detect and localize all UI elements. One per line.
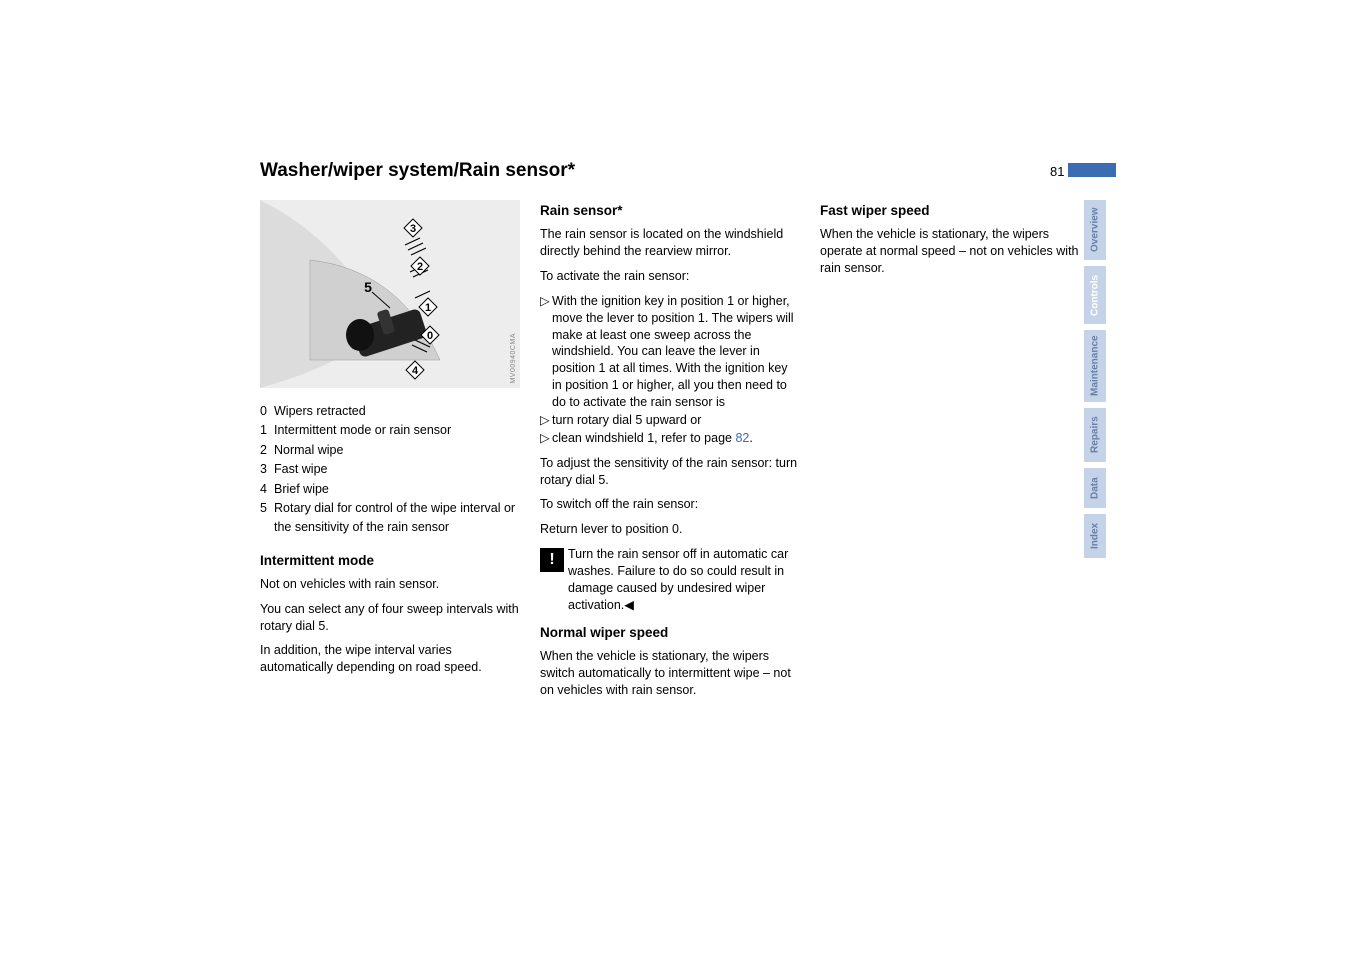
heading-intermittent: Intermittent mode (260, 552, 520, 570)
warning-text: Turn the rain sensor off in automatic ca… (568, 546, 800, 614)
para: To activate the rain sensor: (540, 268, 800, 285)
text: . (749, 431, 752, 445)
legend-text: Intermittent mode or rain sensor (274, 421, 520, 440)
diagram-code: MV00940CMA (509, 333, 518, 384)
legend-list: 0Wipers retracted 1Intermittent mode or … (260, 402, 520, 538)
bullet-text: clean windshield 1, refer to page 82. (552, 430, 800, 447)
legend-num: 5 (260, 499, 274, 538)
column-1: 3 2 1 0 4 5 MV00940CMA 0Wipers retracted… (260, 200, 520, 707)
legend-num: 4 (260, 480, 274, 499)
para: To switch off the rain sensor: (540, 496, 800, 513)
legend-item: 3Fast wipe (260, 460, 520, 479)
list-item: ▷With the ignition key in position 1 or … (540, 293, 800, 411)
svg-text:5: 5 (364, 279, 372, 295)
tab-controls[interactable]: Controls (1084, 266, 1106, 324)
warning-icon: ! (540, 548, 564, 572)
legend-text: Wipers retracted (274, 402, 520, 421)
legend-text: Fast wipe (274, 460, 520, 479)
end-mark-icon: ◀ (624, 597, 634, 614)
para: To adjust the sensitivity of the rain se… (540, 455, 800, 489)
heading-fast-speed: Fast wiper speed (820, 202, 1080, 220)
text: Turn the rain sensor off in automatic ca… (568, 547, 788, 612)
svg-text:2: 2 (417, 261, 423, 273)
triangle-bullet-icon: ▷ (540, 412, 552, 429)
legend-num: 2 (260, 441, 274, 460)
heading-rain-sensor: Rain sensor* (540, 202, 800, 220)
svg-text:0: 0 (427, 330, 433, 342)
bullet-list: ▷With the ignition key in position 1 or … (540, 293, 800, 447)
legend-text: Brief wipe (274, 480, 520, 499)
tab-maintenance[interactable]: Maintenance (1084, 330, 1106, 402)
list-item: ▷turn rotary dial 5 upward or (540, 412, 800, 429)
para: You can select any of four sweep interva… (260, 601, 520, 635)
tab-data[interactable]: Data (1084, 468, 1106, 508)
heading-normal-speed: Normal wiper speed (540, 624, 800, 642)
wiper-lever-diagram: 3 2 1 0 4 5 MV00940CMA (260, 200, 520, 388)
text: clean windshield 1, refer to page (552, 431, 735, 445)
svg-text:3: 3 (410, 223, 416, 235)
tab-repairs[interactable]: Repairs (1084, 408, 1106, 462)
legend-num: 3 (260, 460, 274, 479)
legend-text: Normal wipe (274, 441, 520, 460)
para: Return lever to position 0. (540, 521, 800, 538)
page-title: Washer/wiper system/Rain sensor* (260, 160, 1090, 182)
para: Not on vehicles with rain sensor. (260, 576, 520, 593)
side-tabs: Overview Controls Maintenance Repairs Da… (1084, 200, 1106, 564)
triangle-bullet-icon: ▷ (540, 293, 552, 411)
legend-num: 0 (260, 402, 274, 421)
para: When the vehicle is stationary, the wipe… (540, 648, 800, 699)
list-item: ▷clean windshield 1, refer to page 82. (540, 430, 800, 447)
page-content: Washer/wiper system/Rain sensor* (260, 160, 1090, 707)
legend-num: 1 (260, 421, 274, 440)
legend-item: 4Brief wipe (260, 480, 520, 499)
columns: 3 2 1 0 4 5 MV00940CMA 0Wipers retracted… (260, 200, 1090, 707)
page-link-82[interactable]: 82 (735, 431, 749, 445)
legend-item: 0Wipers retracted (260, 402, 520, 421)
bullet-text: With the ignition key in position 1 or h… (552, 293, 800, 411)
para: When the vehicle is stationary, the wipe… (820, 226, 1080, 277)
warning-box: ! Turn the rain sensor off in automatic … (540, 546, 800, 614)
legend-item: 2Normal wipe (260, 441, 520, 460)
legend-text: Rotary dial for control of the wipe inte… (274, 499, 520, 538)
svg-text:4: 4 (412, 365, 419, 377)
para: In addition, the wipe interval varies au… (260, 642, 520, 676)
column-3: Fast wiper speed When the vehicle is sta… (820, 200, 1080, 707)
svg-text:1: 1 (425, 302, 431, 314)
bullet-text: turn rotary dial 5 upward or (552, 412, 800, 429)
diagram-svg: 3 2 1 0 4 5 (260, 200, 520, 388)
tab-overview[interactable]: Overview (1084, 200, 1106, 260)
legend-item: 5Rotary dial for control of the wipe int… (260, 499, 520, 538)
column-2: Rain sensor* The rain sensor is located … (540, 200, 800, 707)
tab-index[interactable]: Index (1084, 514, 1106, 558)
para: The rain sensor is located on the windsh… (540, 226, 800, 260)
triangle-bullet-icon: ▷ (540, 430, 552, 447)
legend-item: 1Intermittent mode or rain sensor (260, 421, 520, 440)
